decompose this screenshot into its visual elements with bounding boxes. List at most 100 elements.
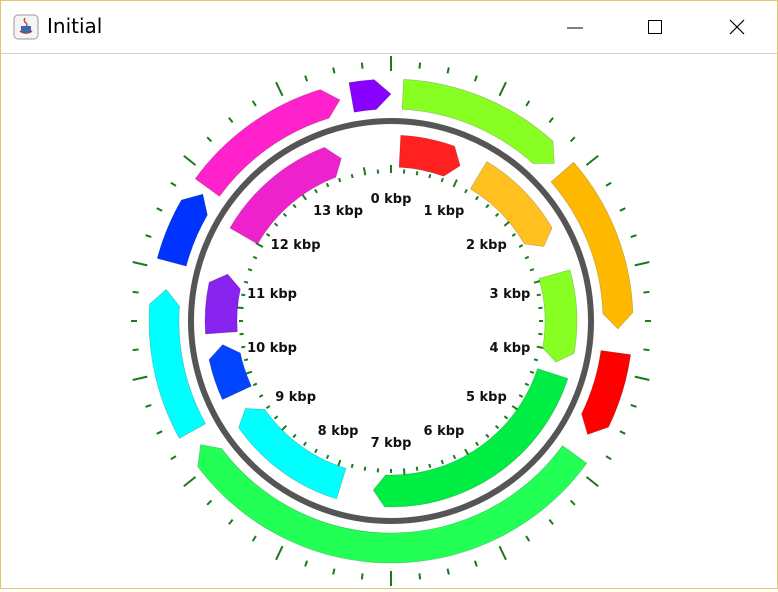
inner-red[interactable] <box>399 135 460 176</box>
inner-tick <box>519 395 522 397</box>
outer-tick <box>133 292 139 293</box>
outer-tick <box>586 156 598 165</box>
inner-tick <box>315 189 317 192</box>
kbp-label: 6 kbp <box>424 424 465 439</box>
minimize-button[interactable] <box>535 1 615 53</box>
inner-tick <box>253 257 257 259</box>
outer-tick <box>448 68 449 74</box>
kbp-label: 0 kbp <box>371 192 412 207</box>
outer-tick <box>620 431 625 434</box>
outer-tick <box>475 76 477 82</box>
outer-tick <box>171 183 176 186</box>
outer-tick <box>157 431 162 434</box>
kbp-label: 10 kbp <box>247 341 297 356</box>
outer-tick <box>305 76 307 82</box>
inner-tick <box>534 359 538 360</box>
outer-tick <box>333 68 334 74</box>
outer-tick <box>549 118 553 123</box>
inner-tick <box>417 467 418 471</box>
inner-tick <box>304 442 306 445</box>
outer-tick <box>133 262 148 265</box>
inner-tick <box>504 416 507 419</box>
outer-tick <box>276 82 283 96</box>
inner-tick <box>454 180 457 187</box>
inner-tick <box>525 257 529 259</box>
outer-tick <box>635 262 650 265</box>
outer-tick <box>526 536 529 541</box>
outer-tick <box>631 405 637 407</box>
inner-tick <box>429 464 430 468</box>
inner-tick <box>454 455 456 459</box>
inner-tick <box>486 434 489 437</box>
inner-tick <box>275 416 278 419</box>
outer-tick <box>305 561 307 567</box>
outer-tick <box>631 235 637 237</box>
inner-tick <box>465 189 467 192</box>
inner-tick <box>266 406 269 408</box>
close-icon <box>727 17 747 37</box>
outer-tick <box>643 292 649 293</box>
outer-tick <box>207 501 211 505</box>
inner-tick <box>244 282 248 283</box>
inner-tick <box>442 178 443 182</box>
maximize-button[interactable] <box>615 1 695 53</box>
window-title: Initial <box>47 14 102 38</box>
inner-orange[interactable] <box>470 162 552 247</box>
kbp-label: 13 kbp <box>313 204 363 219</box>
inner-tick <box>429 174 430 178</box>
inner-tick <box>293 434 296 437</box>
outer-tick <box>333 569 334 575</box>
inner-tick <box>496 214 499 217</box>
outer-tick <box>276 546 283 560</box>
outer-tick <box>635 377 650 380</box>
maximize-icon <box>645 17 665 37</box>
kbp-label: 5 kbp <box>466 390 507 405</box>
inner-tick <box>315 449 317 452</box>
inner-tick <box>327 183 329 187</box>
kbp-label: 8 kbp <box>318 424 359 439</box>
inner-tick <box>519 245 522 247</box>
outer-tick <box>171 456 176 459</box>
inner-tick <box>293 205 296 208</box>
kbp-label: 3 kbp <box>490 287 531 302</box>
minimize-icon <box>565 17 585 37</box>
inner-tick <box>417 171 418 175</box>
java-app-icon <box>13 14 39 40</box>
inner-lime[interactable] <box>539 270 577 362</box>
inner-tick <box>284 214 287 217</box>
outer-tick <box>419 573 420 579</box>
inner-tick <box>496 426 499 429</box>
kbp-label: 7 kbp <box>371 436 412 451</box>
outer-tick <box>146 235 152 237</box>
inner-tick <box>537 295 541 296</box>
inner-tick <box>486 205 489 208</box>
outer-tick <box>253 536 256 541</box>
outer-tick <box>362 63 363 69</box>
inner-tick <box>442 460 443 464</box>
inner-tick <box>241 347 245 348</box>
outer-tick <box>606 183 611 186</box>
inner-tick <box>253 384 257 386</box>
title-bar[interactable]: Initial <box>1 1 777 54</box>
inner-blue[interactable] <box>209 345 251 400</box>
kbp-label: 9 kbp <box>275 390 316 405</box>
inner-tick <box>339 178 340 182</box>
outer-tick <box>207 137 211 141</box>
inner-tick <box>275 223 278 226</box>
outer-tick <box>571 137 575 141</box>
outer-tick <box>526 101 529 106</box>
kbp-label: 12 kbp <box>271 238 321 253</box>
outer-tick <box>571 501 575 505</box>
inner-tick <box>512 234 515 236</box>
inner-tick <box>241 295 245 296</box>
outer-tick <box>184 477 196 486</box>
outer-purple[interactable] <box>349 80 391 113</box>
inner-tick <box>530 269 534 270</box>
inner-purple[interactable] <box>205 274 240 334</box>
close-button[interactable] <box>697 1 777 53</box>
outer-tick <box>448 569 449 575</box>
